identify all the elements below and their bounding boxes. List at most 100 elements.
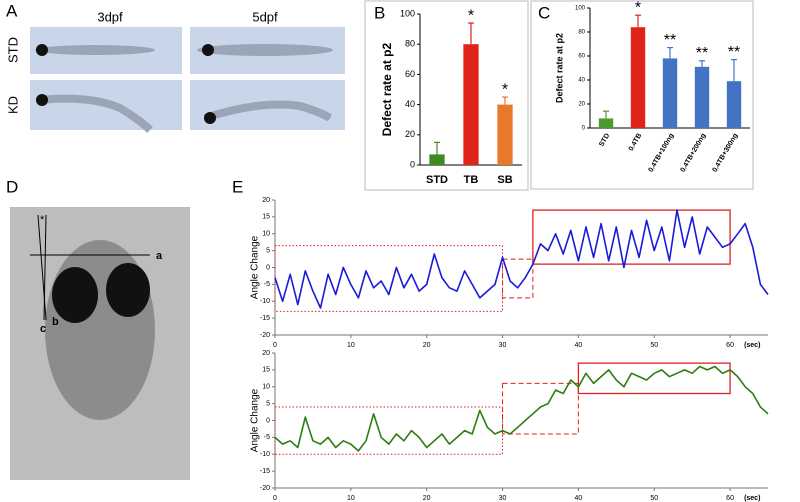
panel-frame: [530, 0, 754, 190]
x-tick-label: 30: [499, 495, 507, 502]
y-axis-label: Angle Change: [250, 235, 261, 299]
x-axis-label: (sec): [744, 495, 760, 502]
y-tick-label: 20: [578, 102, 585, 108]
y-axis-label: Angle Change: [250, 388, 261, 452]
panel-label: B: [374, 3, 385, 22]
y-tick-label: 80: [578, 30, 585, 36]
x-tick-label: 40: [574, 495, 582, 502]
highlight-region: [532, 209, 731, 265]
y-tick-label: 20: [262, 197, 270, 204]
highlight-region: [274, 406, 504, 455]
y-tick-label: 100: [400, 8, 415, 18]
bar: [497, 104, 513, 165]
y-tick-label: 0: [266, 264, 270, 271]
x-tick-label: STD: [426, 174, 448, 186]
x-tick-label: 0.4TB: [628, 132, 644, 152]
y-tick-label: 15: [262, 214, 270, 221]
line-label: b: [52, 316, 59, 328]
x-tick-label: 60: [726, 495, 734, 502]
y-axis-label: Defect rate at p2: [380, 42, 394, 136]
angle-label: *: [40, 214, 45, 226]
panel-label: D: [6, 177, 18, 196]
x-tick-label: 0.4TB+300ng: [712, 132, 740, 173]
y-tick-label: 80: [405, 39, 415, 49]
y-tick-label: 10: [262, 384, 270, 391]
y-tick-label: 5: [266, 400, 270, 407]
row-label: KD: [5, 96, 20, 114]
significance-mark: **: [728, 44, 740, 61]
significance-mark: **: [664, 32, 676, 49]
y-tick-label: 40: [578, 78, 585, 84]
significance-mark: *: [502, 81, 508, 98]
y-tick-label: 0: [582, 126, 586, 132]
y-tick-label: 15: [262, 367, 270, 374]
panel-frame: [364, 0, 529, 191]
bar: [463, 44, 479, 166]
panel-label: C: [538, 3, 550, 22]
x-tick-label: 0.4TB+100ng: [648, 132, 676, 173]
x-axis-label: (sec): [744, 342, 760, 349]
x-tick-label: 60: [726, 342, 734, 349]
y-tick-label: 40: [405, 99, 415, 109]
y-tick-label: -15: [260, 315, 270, 322]
y-tick-label: 100: [575, 6, 586, 12]
y-tick-label: 20: [405, 129, 415, 139]
fish-eye: [204, 112, 216, 124]
x-tick-label: STD: [598, 132, 611, 148]
larva-eye: [52, 267, 98, 323]
x-tick-label: 10: [347, 495, 355, 502]
column-label: 3dpf: [97, 9, 123, 24]
y-tick-label: 60: [578, 54, 585, 60]
row-label: STD: [5, 37, 20, 63]
y-tick-label: -20: [260, 332, 270, 339]
x-tick-label: TB: [464, 174, 479, 186]
fish: [35, 45, 155, 55]
fish: [203, 100, 333, 122]
x-tick-label: 50: [650, 495, 658, 502]
bar: [694, 66, 710, 128]
data-line: [274, 365, 769, 452]
bar: [630, 27, 646, 129]
fish: [39, 94, 153, 133]
bar: [598, 118, 614, 128]
bar: [726, 81, 742, 128]
x-tick-label: 40: [574, 342, 582, 349]
y-tick-label: -10: [260, 298, 270, 305]
fish: [197, 44, 333, 56]
bar: [429, 154, 445, 165]
y-tick-label: 5: [266, 247, 270, 254]
x-tick-label: 0.4TB+200ng: [680, 132, 708, 173]
y-tick-label: -5: [264, 434, 270, 441]
fish-eye: [202, 44, 214, 56]
panel-label: A: [6, 1, 18, 20]
x-tick-label: 20: [423, 342, 431, 349]
x-tick-label: 0: [273, 495, 277, 502]
y-tick-label: 60: [405, 69, 415, 79]
x-tick-label: SB: [497, 174, 512, 186]
y-tick-label: 0: [410, 159, 415, 169]
line-label: c: [40, 323, 46, 335]
bar: [662, 58, 678, 128]
y-tick-label: -15: [260, 468, 270, 475]
line-label: a: [156, 250, 163, 262]
larva-eye: [106, 263, 150, 317]
x-tick-label: 20: [423, 495, 431, 502]
y-tick-label: 0: [266, 417, 270, 424]
significance-mark: *: [468, 7, 474, 24]
highlight-region: [502, 258, 534, 299]
significance-mark: *: [635, 0, 641, 16]
angle-line: [43, 214, 47, 321]
x-tick-label: 50: [650, 342, 658, 349]
significance-mark: **: [696, 45, 708, 62]
column-label: 5dpf: [252, 9, 278, 24]
y-tick-label: 10: [262, 231, 270, 238]
highlight-region: [577, 362, 731, 395]
panel-a-images: [30, 27, 345, 133]
highlight-region: [502, 382, 579, 435]
y-axis-label: Defect rate at p2: [554, 33, 564, 103]
y-tick-label: -5: [264, 281, 270, 288]
y-tick-label: 20: [262, 350, 270, 357]
x-tick-label: 30: [499, 342, 507, 349]
data-line: [274, 209, 769, 309]
